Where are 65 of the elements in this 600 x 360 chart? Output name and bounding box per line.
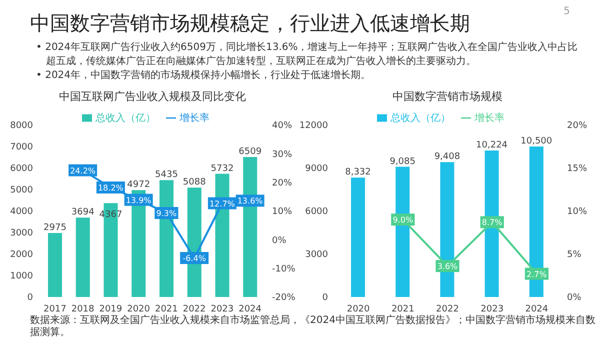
bar: [48, 233, 62, 297]
data-label: 2975: [44, 223, 66, 234]
x-tick-label: 2018: [71, 304, 95, 314]
x-tick-label: 2021: [391, 304, 414, 314]
y2-tick-label: 15%: [567, 164, 588, 174]
y2-tick-label: -10%: [272, 264, 296, 275]
text: 中国数字营销市场规模稳定，行业进入低速增长期: [30, 11, 470, 35]
x-tick-label: 2020: [127, 304, 150, 314]
bar: [351, 178, 365, 297]
y2-tick-label: 5%: [567, 250, 582, 260]
y2-tick-label: 40%: [272, 121, 292, 132]
legend-label: 增长率: [180, 113, 210, 124]
x-tick-label: 2019: [99, 304, 122, 314]
y2-tick-label: 20%: [272, 178, 292, 189]
data-label: 6509: [238, 147, 262, 158]
y2-tick-label: -20%: [272, 293, 296, 304]
bar: [76, 218, 90, 297]
y2-tick-label: 0%: [272, 236, 287, 246]
data-label: 5435: [155, 170, 178, 180]
y-tick-label: 3000: [10, 228, 34, 239]
x-tick-label: 2024: [238, 304, 262, 314]
x-tick-label: 2017: [43, 304, 66, 314]
source-note: 数据来源：互联网及全国广告业收入规模来自市场监管总局，《2024中国互联网广告数据报告》；中国数字营销市场规模来自数据测算。: [29, 315, 596, 339]
y2-tick-label: 10%: [272, 207, 292, 218]
data-label: 9,085: [390, 156, 416, 167]
data-label: 3694: [71, 208, 95, 218]
y-tick-label: 5000: [10, 186, 34, 196]
data-label: 5088: [182, 178, 206, 188]
data-label: 5732: [210, 164, 234, 174]
legend-label: 总收入（亿）: [390, 113, 450, 124]
x-tick-label: 2023: [210, 304, 234, 314]
data-label: 8,332: [345, 168, 371, 178]
y-tick-label: 12000: [299, 121, 328, 132]
y2-tick-label: 10%: [567, 207, 588, 218]
y-tick-label: 9000: [305, 164, 328, 174]
x-tick-label: 2023: [480, 304, 504, 314]
y-tick-label: 3000: [305, 250, 328, 260]
text: • 2024年互联网广告行业收入约6509万，同比增长13.6%，增速与上一年持平；互联网广告收入在全国广告业收入中占比超五成，传统媒体广告正在向融媒体广告加速转型，互联网正在成为广告收入增长的主要驱动力。: [36, 41, 579, 69]
x-tick-label: 2022: [182, 304, 206, 314]
y-tick-label: 1000: [10, 272, 34, 282]
y-tick-label: 4000: [10, 207, 34, 218]
y-tick-label: 2000: [10, 250, 34, 260]
data-label: 4972: [127, 180, 150, 190]
data-label: 10,500: [520, 136, 552, 146]
y-tick-label: 6000: [10, 164, 34, 174]
y2-tick-label: 0%: [567, 293, 582, 304]
x-tick-label: 2022: [436, 304, 459, 314]
data-label: 10,224: [476, 140, 508, 150]
x-tick-label: 2024: [525, 304, 548, 314]
legend-label: 增长率: [474, 113, 504, 124]
text: 5: [564, 6, 570, 17]
y-tick-label: 0: [322, 293, 328, 304]
x-tick-label: 2021: [154, 304, 178, 314]
x-tick-label: 2020: [346, 304, 370, 314]
y-tick-label: 6000: [305, 207, 328, 218]
chart-title: 中国数字营销市场规模: [392, 89, 504, 103]
chart-title: 中国互联网广告业收入规模及同比变化: [58, 89, 247, 103]
text: • 2024年，中国数字营销的市场规模保持小幅增长，行业处于低速增长期。: [36, 69, 372, 83]
y2-tick-label: 20%: [567, 121, 588, 132]
legend-label: 总收入（亿）: [96, 113, 156, 124]
y-tick-label: 0: [27, 293, 34, 304]
data-label: 9,408: [434, 152, 460, 162]
y-tick-label: 7000: [10, 142, 34, 153]
y-tick-label: 8000: [10, 121, 34, 132]
y2-tick-label: 30%: [272, 150, 292, 160]
